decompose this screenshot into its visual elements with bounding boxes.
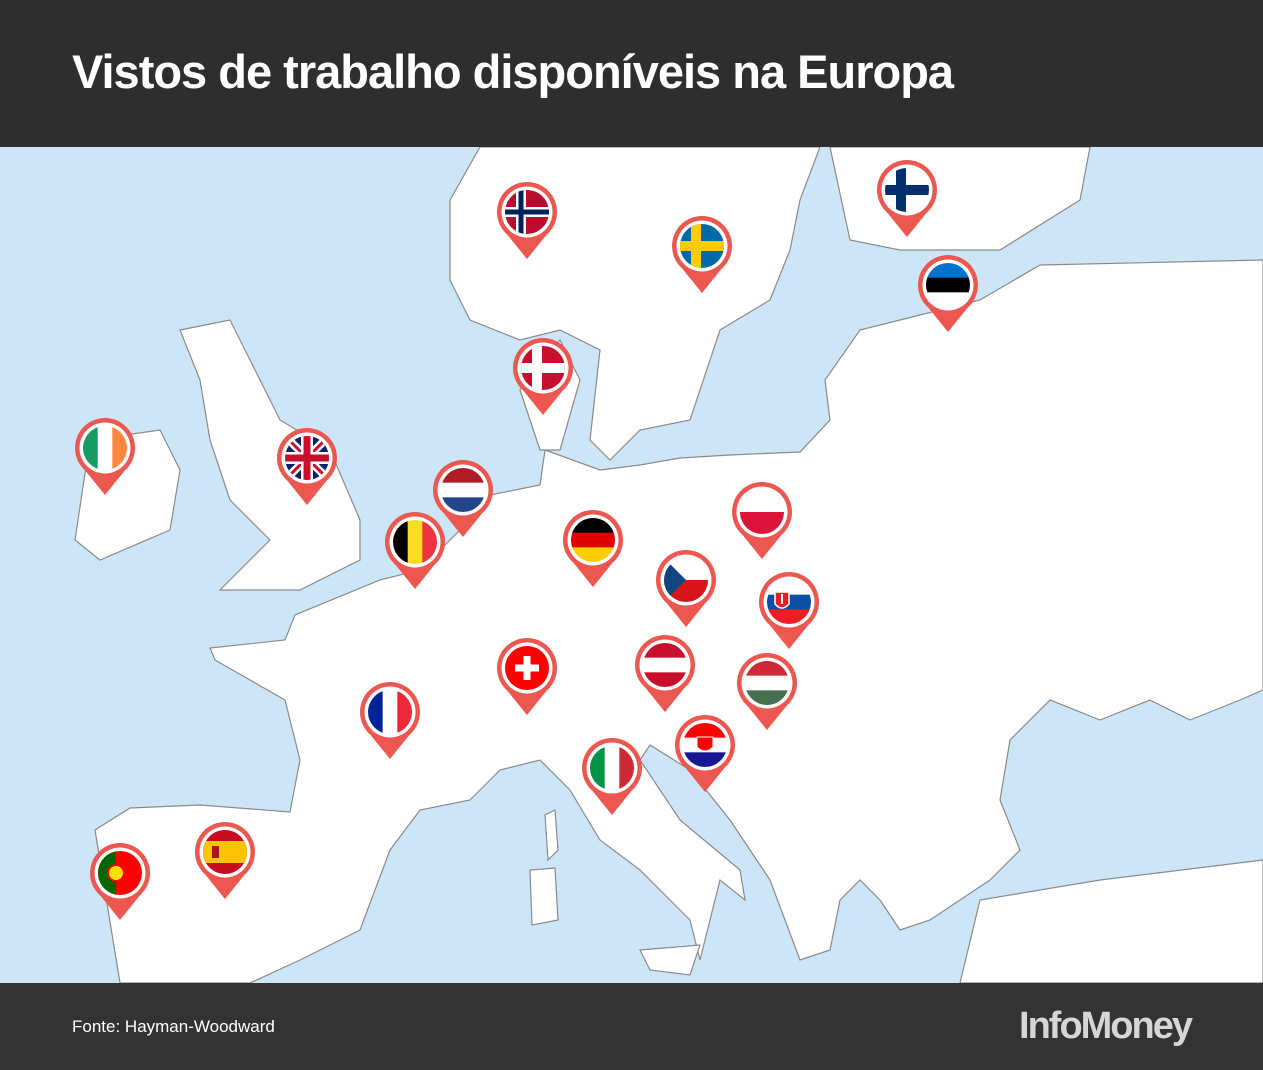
- title: Vistos de trabalho disponíveis na Europa: [72, 45, 954, 98]
- flag: [83, 426, 127, 470]
- corsica: [544, 809, 559, 862]
- flag-pin: [582, 738, 642, 815]
- flag-pin: [672, 216, 732, 293]
- header: Vistos de trabalho disponíveis na Europa: [0, 0, 1263, 147]
- flag: [505, 190, 549, 234]
- flag-pin: [737, 653, 797, 730]
- flag: [368, 690, 412, 734]
- flag-pin: [877, 160, 937, 237]
- flag: [767, 580, 811, 624]
- flag: [740, 490, 784, 534]
- map: [74, 147, 1263, 983]
- flag: [683, 723, 727, 767]
- flag: [745, 661, 789, 705]
- flag-pin: [497, 638, 557, 715]
- source: Fonte: Hayman-Woodward: [72, 1017, 275, 1036]
- flag-pin: [675, 715, 735, 792]
- great-britain: [179, 319, 361, 591]
- flag: [98, 851, 142, 895]
- flag: [521, 346, 565, 390]
- flag: [680, 224, 724, 268]
- flag-pin: [195, 822, 255, 899]
- flag-pin: [360, 682, 420, 759]
- flag: [285, 436, 329, 480]
- flag: [393, 520, 437, 564]
- flag-pin: [563, 510, 623, 587]
- flag: [664, 558, 708, 602]
- flag-pin: [918, 255, 978, 332]
- anatolia: [959, 859, 1263, 983]
- flag-pin: [385, 512, 445, 589]
- flag-pin: [759, 572, 819, 649]
- flag-pin: [75, 418, 135, 495]
- flag: [643, 643, 687, 687]
- finland: [829, 147, 1091, 251]
- flag: [203, 830, 247, 874]
- flag-pin: [497, 182, 557, 259]
- footer: Fonte: Hayman-Woodward InfoMoney: [0, 983, 1263, 1070]
- flag-pin: [656, 550, 716, 627]
- flag-pin: [433, 460, 493, 537]
- flag: [441, 468, 485, 512]
- flag-pin: [732, 482, 792, 559]
- flag: [571, 518, 615, 562]
- flag-pin: [277, 428, 337, 505]
- sicily: [639, 944, 701, 976]
- sardinia: [529, 867, 559, 926]
- flag-pin: [513, 338, 573, 415]
- logo: InfoMoney: [1019, 1005, 1193, 1047]
- flag-pin: [635, 635, 695, 712]
- mainland: [94, 259, 1263, 983]
- flag: [885, 168, 929, 212]
- flag: [590, 746, 634, 790]
- flag: [505, 646, 549, 690]
- flag-pin: [90, 843, 150, 920]
- flag: [926, 263, 970, 307]
- pins: [75, 160, 978, 920]
